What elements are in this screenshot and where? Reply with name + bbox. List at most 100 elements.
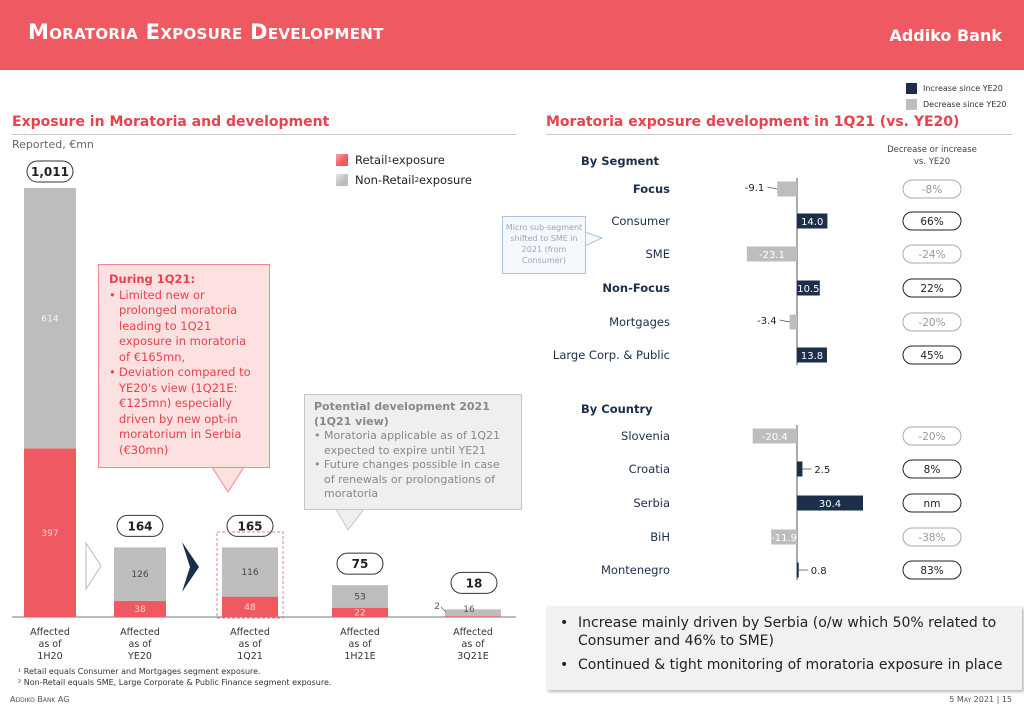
change-pill-label: 22% <box>920 283 943 295</box>
retail-bar <box>445 616 501 617</box>
change-pill <box>902 560 962 580</box>
legend-decrease-label: Decrease since YE20 <box>923 99 1007 109</box>
retail-bar <box>114 600 166 617</box>
bar-value-label: -23.1 <box>759 250 785 261</box>
change-pill <box>902 312 962 332</box>
retail-bar <box>222 596 278 617</box>
category-label: as of <box>462 639 486 650</box>
summary-bullet: Increase mainly driven by Serbia (o/w wh… <box>556 614 1012 650</box>
total-value-label: 18 <box>466 576 483 590</box>
right-divider <box>546 134 1012 135</box>
legend-nonretail: Non-Retail 2 exposure <box>336 170 472 190</box>
change-bar <box>771 529 797 545</box>
legend-retail: Retail 1 exposure <box>336 150 472 170</box>
legend-nonretail-label: Non-Retail <box>355 173 415 187</box>
nonretail-bar <box>445 609 501 617</box>
nonretail-bar <box>24 188 76 449</box>
retail-value-label: 397 <box>41 529 58 539</box>
during-1q21-callout: During 1Q21: Limited new or prolonged mo… <box>98 264 270 468</box>
bar-value-label: 30.4 <box>819 499 841 510</box>
legend-retail-suffix: exposure <box>391 153 445 167</box>
category-label: 1Q21 <box>237 651 263 660</box>
total-value-label: 75 <box>352 557 369 571</box>
nonretail-bar <box>332 585 388 608</box>
nonretail-value-label: 16 <box>463 605 475 615</box>
footer-date-page: 5 May 2021 | 15 <box>949 695 1012 704</box>
chevron-outline-icon <box>85 541 102 591</box>
nonretail-bar <box>114 547 166 601</box>
summary-bullet: Continued & tight monitoring of moratori… <box>556 656 1012 674</box>
category-label: Affected <box>340 627 380 638</box>
row-label: Serbia <box>633 496 670 510</box>
row-label: Montenegro <box>601 563 670 577</box>
bar-value-label: 10.5 <box>797 284 819 295</box>
nonretail-swatch <box>336 174 348 186</box>
category-label: Affected <box>120 627 160 638</box>
callout-red-bullet: Limited new or prolonged moratoria leadi… <box>109 288 259 366</box>
retail-leader-line <box>440 606 447 613</box>
summary-bullets: Increase mainly driven by Serbia (o/w wh… <box>546 606 1022 690</box>
retail-swatch <box>336 154 348 166</box>
legend-nonretail-suffix: exposure <box>419 173 472 187</box>
row-label: Focus <box>633 182 670 196</box>
footnote-2: ² Non-Retail equals SME, Large Corporate… <box>18 678 332 687</box>
category-label: Affected <box>230 627 270 638</box>
change-bar <box>797 347 827 363</box>
change-legend: Increase since YE20 Decrease since YE20 <box>906 80 1007 112</box>
row-label: Croatia <box>629 462 670 476</box>
total-value-label: 165 <box>237 519 262 533</box>
value-leader-line <box>779 319 790 323</box>
bar-value-label: -11.9 <box>771 533 797 544</box>
footer-company: Addiko Bank AG <box>10 695 70 704</box>
change-pill <box>902 244 962 264</box>
change-pill-label: -38% <box>918 532 945 544</box>
category-label: 3Q21E <box>457 651 489 660</box>
total-value-label: 164 <box>127 519 152 533</box>
change-bar <box>797 562 799 578</box>
change-pill <box>902 459 962 479</box>
header-bar: Moratoria Exposure Development Addiko Ba… <box>0 0 1024 70</box>
change-pill-label: -20% <box>918 317 945 329</box>
bar-value-label: -20.4 <box>762 432 788 443</box>
change-bar <box>789 314 797 330</box>
callout-grey-bullet: Future changes possible in case of renew… <box>314 458 512 502</box>
legend-retail-label: Retail <box>355 153 388 167</box>
change-pill-label: 83% <box>920 565 943 577</box>
bar-value-label: 0.8 <box>811 566 827 577</box>
total-pill <box>450 571 498 594</box>
category-label: as of <box>39 639 63 650</box>
retail-value-label: 22 <box>354 608 365 618</box>
change-bar <box>752 428 797 444</box>
potential-development-callout: Potential development 2021 (1Q21 view) M… <box>304 394 522 510</box>
total-pill <box>336 552 384 575</box>
callout-grey-bullet: Moratoria applicable as of 1Q21 expected… <box>314 429 512 458</box>
row-label: Consumer <box>611 214 670 228</box>
change-pill-label: 8% <box>924 464 941 476</box>
change-pill <box>902 493 962 513</box>
change-pill <box>902 426 962 446</box>
moratoria-change-chart: Decrease or increase vs. YE20 By Segment By… <box>553 145 977 580</box>
page-title: Moratoria Exposure Development <box>28 20 384 44</box>
row-label: Mortgages <box>609 315 670 329</box>
change-bar <box>797 280 820 296</box>
left-divider <box>12 134 516 135</box>
change-pill-label: 66% <box>920 216 943 228</box>
nonretail-value-label: 53 <box>354 592 365 602</box>
retail-value-label: 2 <box>434 602 440 612</box>
row-label: SME <box>646 247 671 261</box>
change-pill-label: nm <box>924 498 941 510</box>
bar-value-label: -9.1 <box>745 183 765 194</box>
category-label: 1H21E <box>344 651 375 660</box>
row-label: Large Corp. & Public <box>553 348 670 362</box>
category-label: 1H20 <box>37 651 62 660</box>
callout-red-bullet: Deviation compared to YE20's view (1Q21E… <box>109 365 259 458</box>
total-pill <box>116 514 164 537</box>
retail-value-label: 38 <box>134 605 146 615</box>
change-pill <box>902 278 962 298</box>
bar-value-label: 13.8 <box>801 351 823 362</box>
change-pill-label: -8% <box>922 184 942 196</box>
category-label: Affected <box>453 627 493 638</box>
change-pill <box>902 345 962 365</box>
retail-value-label: 48 <box>244 603 256 613</box>
